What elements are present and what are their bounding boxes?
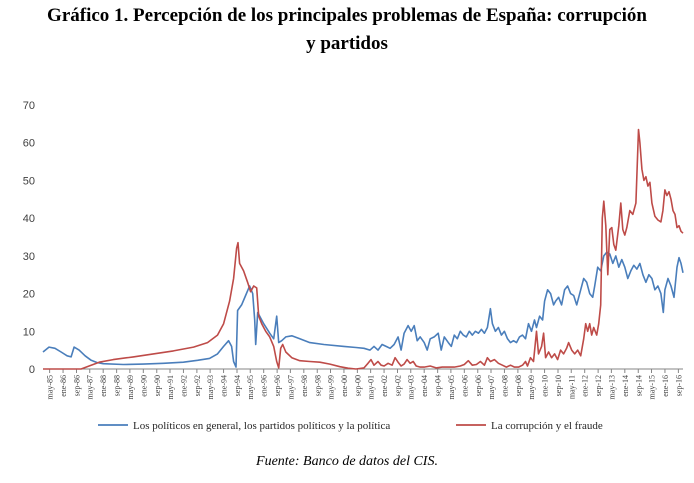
x-tick-label: may-13: [607, 375, 616, 399]
y-tick-label: 70: [23, 100, 35, 112]
x-tick-label: ene-90: [139, 375, 148, 397]
x-tick-label: sep-96: [273, 375, 282, 396]
x-tick-label: may-15: [648, 375, 657, 399]
x-tick-label: ene-00: [340, 375, 349, 397]
x-tick-label: ene-12: [581, 375, 590, 397]
x-tick-label: ene-98: [300, 375, 309, 397]
x-tick-label: sep-88: [113, 375, 122, 396]
x-tick-label: may-89: [126, 375, 135, 399]
x-tick-label: sep-86: [73, 375, 82, 396]
x-tick-label: sep-06: [474, 375, 483, 396]
chart-svg: 0 10 20 30 40 50 60 70 may-85 ene-86 sep-86 may-87…: [23, 100, 684, 432]
x-tick-label: may-91: [166, 375, 175, 399]
x-tick-label: sep-10: [554, 375, 563, 396]
x-tick-label: ene-96: [260, 375, 269, 397]
x-tick-label: may-11: [567, 375, 576, 399]
x-tick-label: ene-86: [59, 375, 68, 397]
x-tick-label: may-05: [447, 375, 456, 399]
x-tick-label: may-85: [46, 375, 55, 399]
x-tick-label: sep-16: [674, 375, 683, 396]
chart-title-line-1: Gráfico 1. Percepción de los principales…: [47, 5, 647, 26]
x-tick-label: may-09: [527, 375, 536, 399]
x-tick-label: may-87: [86, 375, 95, 399]
y-tick-label: 60: [23, 138, 35, 150]
x-tick-label: ene-94: [220, 375, 229, 397]
chart-title: Gráfico 1. Percepción de los principales…: [0, 2, 694, 58]
y-tick-label: 30: [23, 251, 35, 263]
x-tick-label: sep-04: [434, 375, 443, 396]
x-tick-label: sep-14: [634, 375, 643, 396]
y-tick-label: 20: [23, 289, 35, 301]
x-tick-label: sep-02: [394, 375, 403, 396]
series-layer: [42, 128, 684, 370]
y-tick-label: 50: [23, 175, 35, 187]
legend-label-politicos: Los políticos en general, los partidos p…: [133, 420, 390, 432]
x-axis: may-85 ene-86 sep-86 may-87 ene-88 sep-88 may-…: [43, 368, 683, 399]
legend: Los políticos en general, los partidos p…: [98, 420, 603, 432]
x-tick-label: sep-98: [313, 375, 322, 396]
y-tick-label: 10: [23, 326, 35, 338]
x-tick-label: sep-12: [594, 375, 603, 396]
y-tick-label: 40: [23, 213, 35, 225]
x-tick-label: may-93: [206, 375, 215, 399]
x-tick-label: may-99: [326, 375, 335, 399]
x-tick-label: sep-00: [353, 375, 362, 396]
x-tick-label: ene-04: [420, 375, 429, 397]
x-tick-label: ene-14: [621, 375, 630, 397]
series-line-politicos: [42, 251, 684, 368]
x-tick-label: may-07: [487, 375, 496, 399]
x-tick-label: sep-90: [153, 375, 162, 396]
x-tick-label: may-95: [246, 375, 255, 399]
x-tick-label: may-97: [286, 375, 295, 399]
legend-label-corrupcion: La corrupción y el fraude: [491, 420, 603, 432]
x-tick-label: ene-10: [541, 375, 550, 397]
x-tick-label: ene-88: [99, 375, 108, 397]
x-tick-label: sep-94: [233, 375, 242, 396]
source-note: Fuente: Banco de datos del CIS.: [256, 454, 438, 469]
series-line-corrupcion: [43, 128, 684, 370]
x-tick-label: sep-08: [514, 375, 523, 396]
y-tick-label: 0: [29, 364, 35, 376]
x-tick-label: ene-16: [661, 375, 670, 397]
y-axis: 0 10 20 30 40 50 60 70: [23, 100, 35, 376]
x-tick-label: may-03: [407, 375, 416, 399]
x-tick-label: may-01: [367, 375, 376, 399]
x-tick-label: ene-92: [179, 375, 188, 397]
x-tick-label: sep-92: [193, 375, 202, 396]
chart-title-line-2: y partidos: [306, 33, 388, 54]
x-tick-label: ene-02: [380, 375, 389, 397]
x-tick-label: ene-06: [460, 375, 469, 397]
x-tick-label: ene-08: [500, 375, 509, 397]
